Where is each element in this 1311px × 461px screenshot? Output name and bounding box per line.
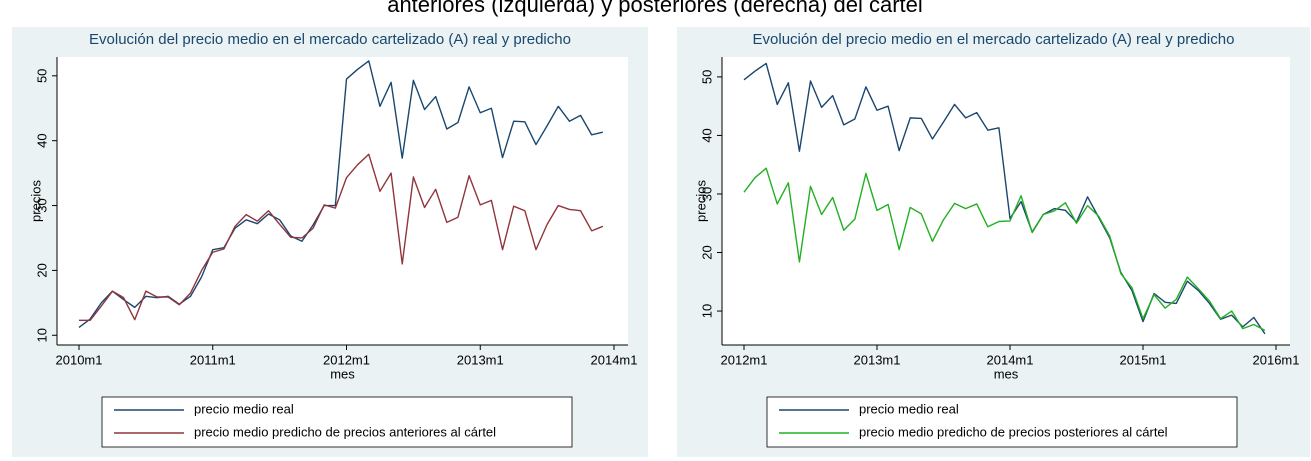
y-axis-title: precios xyxy=(28,180,43,222)
x-tick-label: 2014m1 xyxy=(987,352,1034,367)
x-tick-label: 2012m1 xyxy=(721,352,768,367)
series-line xyxy=(743,167,1266,331)
x-axis-title: mes xyxy=(330,366,355,381)
panel-title: Evolución del precio medio en el mercado… xyxy=(89,31,571,48)
series-line xyxy=(79,153,604,322)
y-tick-label: 20 xyxy=(699,245,714,259)
y-tick-label: 10 xyxy=(699,304,714,318)
x-tick-label: 2015m1 xyxy=(1120,352,1167,367)
x-tick-label: 2010m1 xyxy=(56,352,103,367)
y-tick-label: 10 xyxy=(34,328,49,342)
x-tick-label: 2012m1 xyxy=(323,352,370,367)
y-tick-label: 50 xyxy=(34,69,49,83)
plot-area xyxy=(57,57,628,345)
x-tick-label: 2016m1 xyxy=(1253,352,1300,367)
main-title: anteriores (izquierda) y posteriores (de… xyxy=(387,0,923,17)
legend-box xyxy=(101,396,573,448)
y-tick-label: 20 xyxy=(34,263,49,277)
x-tick-label: 2011m1 xyxy=(190,352,236,367)
series-line xyxy=(743,62,1266,335)
x-tick-label: 2013m1 xyxy=(854,352,901,367)
y-tick-label: 30 xyxy=(34,198,49,212)
legend-label: precio medio predicho de precios posteri… xyxy=(859,424,1168,439)
legend-label: precio medio real xyxy=(859,401,959,416)
x-tick-label: 2014m1 xyxy=(591,352,638,367)
y-tick-label: 30 xyxy=(699,187,714,201)
legend-label: precio medio real xyxy=(194,401,294,416)
x-axis-title: mes xyxy=(994,366,1019,381)
y-tick-label: 40 xyxy=(34,133,49,147)
panel-title: Evolución del precio medio en el mercado… xyxy=(753,31,1235,48)
y-axis-title: precios xyxy=(693,180,708,222)
y-tick-label: 50 xyxy=(699,70,714,84)
y-tick-label: 40 xyxy=(699,128,714,142)
x-tick-label: 2013m1 xyxy=(457,352,504,367)
legend-box xyxy=(766,396,1238,448)
legend-label: precio medio predicho de precios anterio… xyxy=(194,424,496,439)
